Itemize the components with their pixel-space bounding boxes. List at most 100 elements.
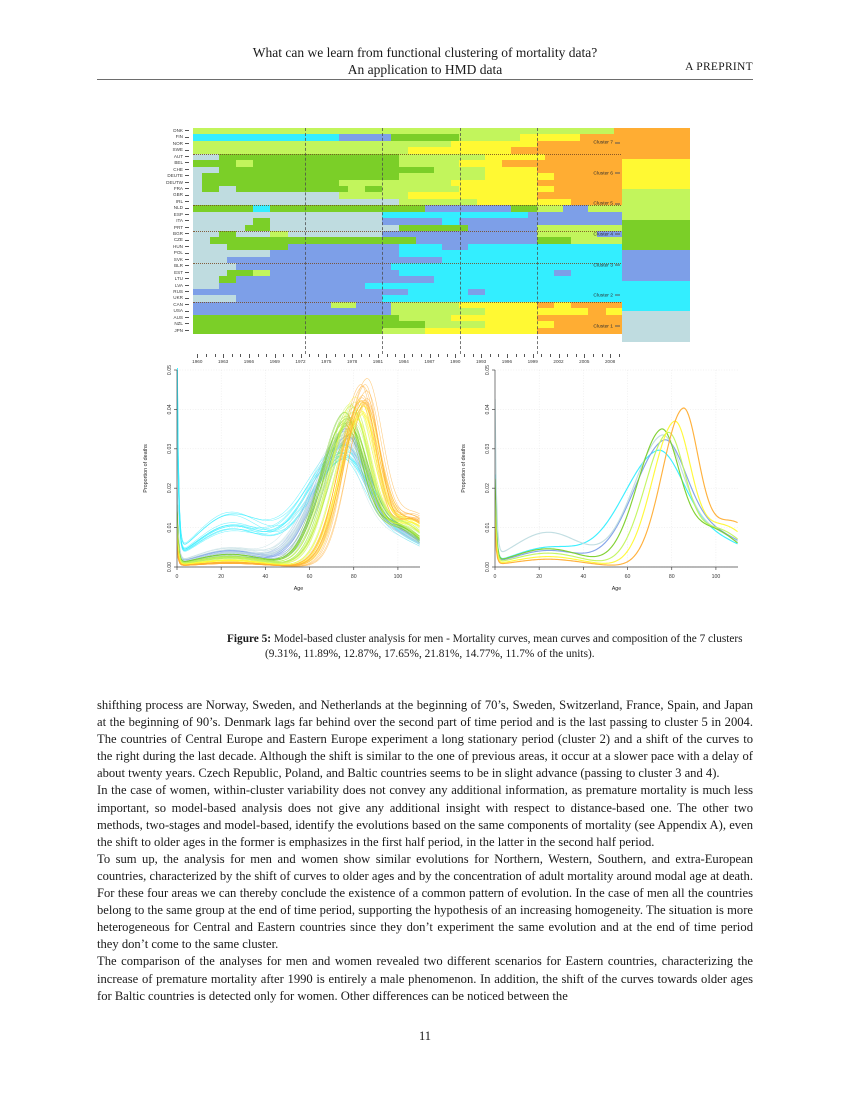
- heatmap-cell: [399, 308, 408, 315]
- heatmap-cell: [596, 224, 606, 231]
- heatmap-cell: [201, 301, 211, 309]
- heatmap-cell: [502, 231, 511, 238]
- heatmap-cell: [382, 263, 391, 270]
- heatmap-row: [193, 308, 623, 315]
- heatmap-cell: [347, 185, 357, 193]
- heatmap-cell: [313, 327, 322, 334]
- heatmap-cell: [510, 250, 520, 257]
- heatmap-cell: [459, 314, 468, 322]
- heatmap-cell: [373, 237, 383, 244]
- heatmap-cell: [553, 153, 563, 161]
- heatmap-cell: [330, 140, 340, 148]
- heatmap-row: [193, 128, 623, 135]
- heatmap-cell: [562, 314, 572, 322]
- heatmap-cell: [510, 301, 520, 309]
- heatmap-cell: [588, 321, 597, 328]
- heatmap-cell: [330, 256, 340, 264]
- heatmap-cell: [347, 153, 357, 161]
- heatmap-cell: [510, 231, 520, 238]
- heatmap-cell: [193, 218, 202, 225]
- heatmap-cell: [442, 321, 451, 328]
- heatmap-cell: [553, 179, 563, 186]
- heatmap-cell: [416, 243, 426, 251]
- heatmap-cell: [356, 288, 365, 296]
- heatmap-cell: [261, 256, 271, 264]
- heatmap-cell: [605, 140, 615, 148]
- heatmap-cell: [227, 327, 236, 334]
- body-text: shifthing process are Norway, Sweden, an…: [97, 697, 753, 1005]
- heatmap-cell: [356, 134, 365, 141]
- mortality-curve: [177, 430, 420, 561]
- heatmap-cell: [321, 128, 331, 135]
- heatmap-cell: [339, 160, 348, 167]
- heatmap-cell: [468, 198, 477, 206]
- heatmap-cell: [227, 218, 236, 225]
- heatmap-cell: [510, 166, 520, 174]
- heatmap-cell: [235, 128, 245, 135]
- heatmap-cell: [218, 250, 228, 257]
- heatmap-cell: [227, 301, 236, 309]
- heatmap-axis-tick: [317, 354, 319, 357]
- heatmap-cell: [287, 288, 297, 296]
- heatmap-axis-tick: [197, 354, 199, 358]
- heatmap-cell: [433, 256, 443, 264]
- heatmap-cell: [433, 205, 443, 212]
- heatmap-cell: [605, 173, 615, 180]
- heatmap-cell: [536, 211, 546, 219]
- heatmap-cell: [339, 205, 348, 212]
- heatmap-cell: [244, 224, 254, 231]
- heatmap-cell: [528, 179, 537, 186]
- heatmap-cell: [373, 224, 383, 231]
- heatmap-cell: [193, 128, 202, 135]
- heatmap-vertical-guide: [459, 128, 461, 354]
- heatmap-cell: [399, 147, 408, 154]
- heatmap-cell: [425, 237, 434, 244]
- heatmap-cell: [588, 173, 597, 180]
- heatmap-cell: [218, 263, 228, 270]
- heatmap-cell: [450, 231, 460, 238]
- heatmap-axis-tick: [274, 354, 276, 358]
- heatmap-cell: [278, 218, 288, 225]
- heatmap-cell: [278, 140, 288, 148]
- heatmap-cell: [210, 153, 219, 161]
- heatmap-cell: [502, 237, 511, 244]
- heatmap-cell: [553, 308, 563, 315]
- heatmap-cell: [407, 263, 417, 270]
- heatmap-cell: [562, 173, 572, 180]
- heatmap-cell: [614, 128, 623, 135]
- heatmap-cell: [416, 185, 426, 193]
- heatmap-cell: [579, 276, 589, 283]
- heatmap-cell: [528, 160, 537, 167]
- heatmap-cell: [356, 321, 365, 328]
- mortality-curve: [177, 418, 420, 563]
- heatmap-cell: [201, 243, 211, 251]
- heatmap-cell: [399, 237, 408, 244]
- heatmap-cell: [528, 173, 537, 180]
- heatmap-cell: [450, 179, 460, 186]
- heatmap-cell: [321, 256, 331, 264]
- heatmap-cell: [390, 166, 400, 174]
- heatmap-cell: [235, 179, 245, 186]
- heatmap-cell: [571, 205, 580, 212]
- heatmap-cell: [605, 288, 615, 296]
- heatmap-row-label: PRT: [155, 225, 189, 231]
- heatmap-cell: [528, 237, 537, 244]
- heatmap-cell: [339, 269, 348, 277]
- heatmap-cell: [399, 218, 408, 225]
- heatmap-cell: [553, 301, 563, 309]
- heatmap-cell: [468, 147, 477, 154]
- heatmap-cell: [459, 269, 468, 277]
- heatmap-row-label: FRA: [155, 186, 189, 192]
- heatmap-cell: [287, 134, 297, 141]
- heatmap-cell: [253, 237, 262, 244]
- heatmap-cell: [536, 192, 546, 199]
- heatmap-cell: [502, 224, 511, 231]
- heatmap-cell: [270, 166, 279, 174]
- heatmap-cell: [193, 327, 202, 334]
- heatmap-cell: [287, 147, 297, 154]
- heatmap-cell: [450, 211, 460, 219]
- paragraph-1: shifthing process are Norway, Sweden, an…: [97, 698, 753, 781]
- heatmap-cell: [468, 288, 477, 296]
- heatmap-cell: [253, 179, 262, 186]
- heatmap-cell: [528, 295, 537, 302]
